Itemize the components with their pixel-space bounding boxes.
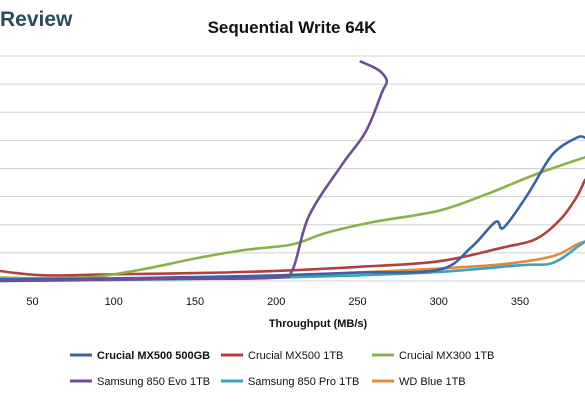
legend-label-crucial-mx500-1tb: Crucial MX500 1TB [248, 350, 343, 362]
series-line-crucial-mx500-500gb [0, 135, 585, 281]
legend-label-crucial-mx300-1tb: Crucial MX300 1TB [399, 350, 494, 362]
legend-label-wd-blue-1tb: WD Blue 1TB [399, 376, 466, 388]
legend-label-samsung-850-pro-1tb: Samsung 850 Pro 1TB [248, 376, 359, 388]
series-line-samsung-850-evo-1tb [0, 60, 389, 283]
series-line-crucial-mx500-1tb [0, 178, 585, 277]
x-tick-label: 300 [430, 296, 448, 308]
legend-label-crucial-mx500-500gb: Crucial MX500 500GB [97, 350, 210, 362]
legend-label-samsung-850-evo-1tb: Samsung 850 Evo 1TB [97, 376, 210, 388]
x-tick-label: 150 [186, 296, 204, 308]
x-tick-label: 350 [511, 296, 529, 308]
x-tick-label: 250 [348, 296, 366, 308]
plot-area [0, 60, 585, 283]
x-tick-label: 50 [26, 296, 38, 308]
x-tick-label: 200 [267, 296, 285, 308]
x-axis-ticks: 50 100 150 200 250 300 350 [26, 296, 529, 308]
series-line-crucial-mx300-1tb [0, 156, 585, 280]
x-axis-label: Throughput (MB/s) [269, 318, 368, 330]
chart-title: Sequential Write 64K [208, 18, 378, 37]
gridlines [0, 55, 585, 282]
brand-logo-text: Review [0, 8, 73, 31]
legend: Crucial MX500 500GB Crucial MX500 1TB Cruc… [70, 350, 494, 388]
x-tick-label: 100 [105, 296, 123, 308]
